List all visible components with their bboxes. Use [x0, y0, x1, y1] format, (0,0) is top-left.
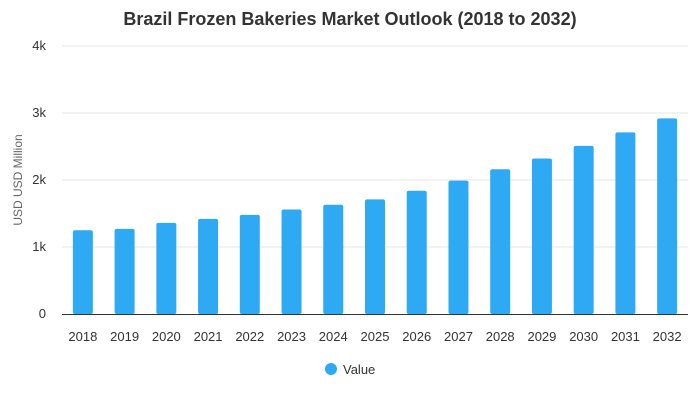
bar-2031[interactable] — [615, 132, 636, 314]
x-tick-label: 2027 — [444, 329, 473, 344]
x-tick-label: 2021 — [194, 329, 223, 344]
bar-2022[interactable] — [239, 214, 260, 314]
bar-2019[interactable] — [114, 228, 135, 314]
bar-2025[interactable] — [365, 199, 385, 314]
bar-2032[interactable] — [657, 118, 678, 314]
y-tick-label: 3k — [32, 105, 46, 120]
bar-2023[interactable] — [281, 209, 302, 314]
y-tick-label: 0 — [39, 306, 46, 321]
bar-2018[interactable] — [72, 230, 93, 314]
legend-label-value: Value — [343, 362, 375, 377]
x-tick-label: 2031 — [611, 329, 640, 344]
x-tick-label: 2032 — [653, 329, 682, 344]
x-tick-label: 2025 — [361, 329, 390, 344]
legend-marker-value — [325, 363, 337, 375]
y-tick-label: 1k — [32, 239, 46, 254]
y-tick-label: 2k — [32, 172, 46, 187]
bar-2027[interactable] — [448, 180, 469, 314]
x-tick-label: 2019 — [110, 329, 139, 344]
bar-2021[interactable] — [198, 218, 219, 314]
x-tick-label: 2026 — [402, 329, 431, 344]
x-tick-label: 2018 — [68, 329, 97, 344]
x-axis-ticks: 2018 2019 2020 2021 2022 2023 2024 2025 2026 2027… — [68, 329, 681, 344]
chart-title: Brazil Frozen Bakeries Market Outlook (2… — [123, 9, 576, 29]
y-axis-title: USD USD Million — [11, 134, 25, 225]
bar-2029[interactable] — [531, 158, 552, 314]
bar-2028[interactable] — [490, 169, 511, 314]
bar-2030[interactable] — [573, 145, 594, 314]
x-tick-label: 2029 — [527, 329, 556, 344]
x-tick-label: 2024 — [319, 329, 348, 344]
bars — [72, 118, 678, 314]
x-tick-label: 2023 — [277, 329, 306, 344]
y-axis-ticks: 0 1k 2k 3k 4k — [32, 38, 46, 321]
y-tick-label: 4k — [32, 38, 46, 53]
legend[interactable]: Value — [325, 362, 375, 377]
x-tick-label: 2030 — [569, 329, 598, 344]
x-tick-label: 2028 — [486, 329, 515, 344]
x-tick-label: 2022 — [235, 329, 264, 344]
bar-2026[interactable] — [406, 190, 427, 314]
bar-2024[interactable] — [323, 204, 344, 314]
bar-2020[interactable] — [156, 222, 177, 314]
x-tick-label: 2020 — [152, 329, 181, 344]
